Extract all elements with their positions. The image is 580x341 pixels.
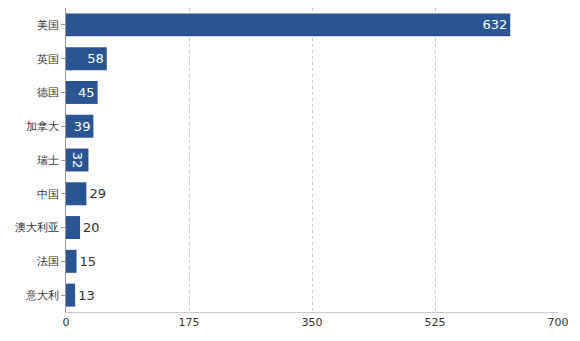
svg-text:45: 45: [78, 85, 95, 100]
svg-text:13: 13: [78, 288, 95, 303]
svg-text:澳大利亚: 澳大利亚: [15, 221, 59, 234]
svg-text:32: 32: [70, 152, 85, 169]
svg-text:350: 350: [302, 316, 323, 329]
svg-text:0: 0: [63, 316, 70, 329]
svg-text:39: 39: [74, 119, 91, 134]
svg-text:29: 29: [89, 186, 106, 201]
svg-text:525: 525: [425, 316, 446, 329]
svg-text:58: 58: [87, 51, 104, 66]
svg-text:700: 700: [548, 316, 569, 329]
svg-text:德国: 德国: [37, 86, 59, 99]
svg-text:20: 20: [83, 220, 100, 235]
svg-text:瑞士: 瑞士: [37, 154, 59, 167]
svg-text:175: 175: [179, 316, 200, 329]
svg-text:中国: 中国: [37, 188, 59, 201]
svg-text:英国: 英国: [37, 53, 59, 66]
svg-text:632: 632: [482, 17, 507, 32]
svg-text:美国: 美国: [37, 19, 59, 32]
svg-text:意大利: 意大利: [25, 289, 59, 302]
svg-text:加拿大: 加拿大: [26, 120, 59, 133]
svg-text:法国: 法国: [37, 255, 59, 268]
svg-text:15: 15: [80, 254, 97, 269]
